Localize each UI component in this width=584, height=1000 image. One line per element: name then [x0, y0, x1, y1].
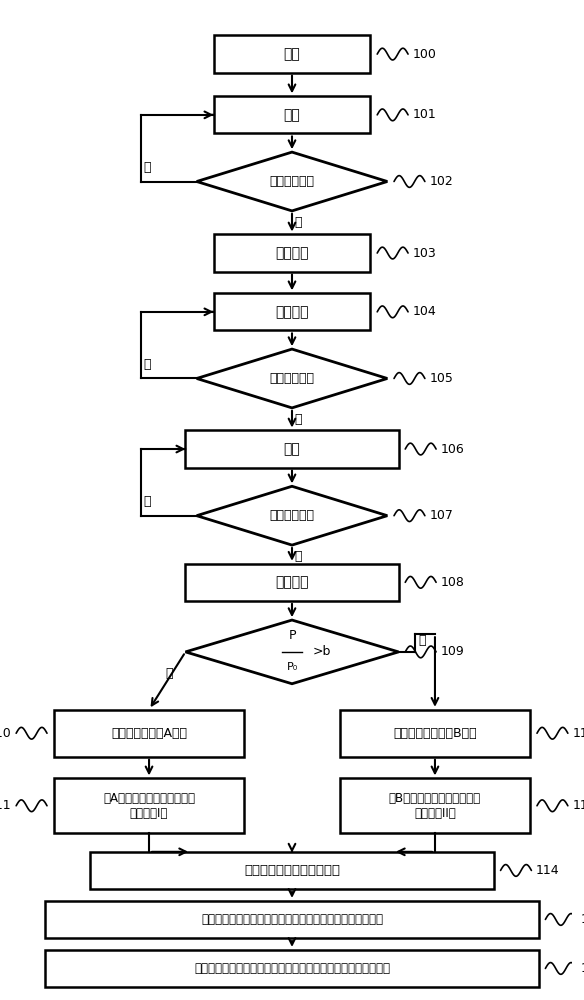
Bar — [340, 778, 530, 833]
Bar — [54, 710, 244, 757]
Text: 106: 106 — [440, 443, 464, 456]
Bar — [214, 35, 370, 73]
Text: 是: 是 — [295, 216, 303, 229]
Text: 达到大气压强: 达到大气压强 — [269, 509, 315, 522]
Bar — [90, 852, 494, 889]
Text: 对这组内容积值进行数据统计处理，得到新的一组内容积值: 对这组内容积值进行数据统计处理，得到新的一组内容积值 — [201, 913, 383, 926]
Text: 105: 105 — [429, 372, 453, 385]
Text: 是: 是 — [165, 667, 172, 680]
Text: 达到平衡时间: 达到平衡时间 — [269, 372, 315, 385]
Text: 否: 否 — [418, 634, 426, 647]
Polygon shape — [197, 349, 387, 408]
Text: 是: 是 — [295, 550, 303, 563]
Text: 110: 110 — [0, 727, 12, 740]
Text: 111: 111 — [0, 799, 12, 812]
Text: >b: >b — [312, 645, 331, 658]
Text: 116: 116 — [580, 962, 584, 975]
Text: P: P — [288, 629, 296, 642]
Text: 100: 100 — [412, 48, 436, 61]
Text: 平衡静置: 平衡静置 — [275, 305, 309, 319]
Text: 启动: 启动 — [284, 47, 300, 61]
Text: 将B组数据做数据处理后再代
入公式（II）: 将B组数据做数据处理后再代 入公式（II） — [389, 792, 481, 820]
Text: 达到设定压强: 达到设定压强 — [269, 175, 315, 188]
Polygon shape — [186, 620, 398, 684]
Text: 104: 104 — [412, 305, 436, 318]
Text: 109: 109 — [440, 645, 464, 658]
Text: 否: 否 — [144, 495, 151, 508]
Text: 103: 103 — [412, 247, 436, 260]
Text: 合并这两组内容积值成一组: 合并这两组内容积值成一组 — [244, 864, 340, 877]
Bar — [186, 564, 398, 601]
Bar — [186, 430, 398, 468]
Text: 充气: 充气 — [284, 108, 300, 122]
Text: 是: 是 — [295, 413, 303, 426]
Text: 计算新的一组内容积值的平均值，得到被测容器最后的内容积值: 计算新的一组内容积值的平均值，得到被测容器最后的内容积值 — [194, 962, 390, 975]
Bar — [46, 901, 538, 938]
Bar — [214, 293, 370, 330]
Bar — [214, 234, 370, 272]
Text: 停止充气: 停止充气 — [275, 246, 309, 260]
Text: 102: 102 — [429, 175, 453, 188]
Bar — [54, 778, 244, 833]
Polygon shape — [197, 152, 387, 211]
Text: 108: 108 — [440, 576, 464, 589]
Text: 音速放气数据（A组）: 音速放气数据（A组） — [111, 727, 187, 740]
Bar — [214, 96, 370, 133]
Text: 113: 113 — [572, 799, 584, 812]
Text: 112: 112 — [572, 727, 584, 740]
Text: 亚音速放气数据（B组）: 亚音速放气数据（B组） — [393, 727, 477, 740]
Text: 放气: 放气 — [284, 442, 300, 456]
Text: 停止放气: 停止放气 — [275, 575, 309, 589]
Text: 115: 115 — [580, 913, 584, 926]
Polygon shape — [197, 486, 387, 545]
Text: P₀: P₀ — [286, 662, 298, 672]
Text: 否: 否 — [144, 358, 151, 371]
Bar — [340, 710, 530, 757]
Text: 114: 114 — [536, 864, 559, 877]
Text: 否: 否 — [144, 161, 151, 174]
Text: 107: 107 — [429, 509, 453, 522]
Text: 将A组数据做数据处理后再代
入公式（I）: 将A组数据做数据处理后再代 入公式（I） — [103, 792, 195, 820]
Bar — [46, 950, 538, 987]
Text: 101: 101 — [412, 108, 436, 121]
